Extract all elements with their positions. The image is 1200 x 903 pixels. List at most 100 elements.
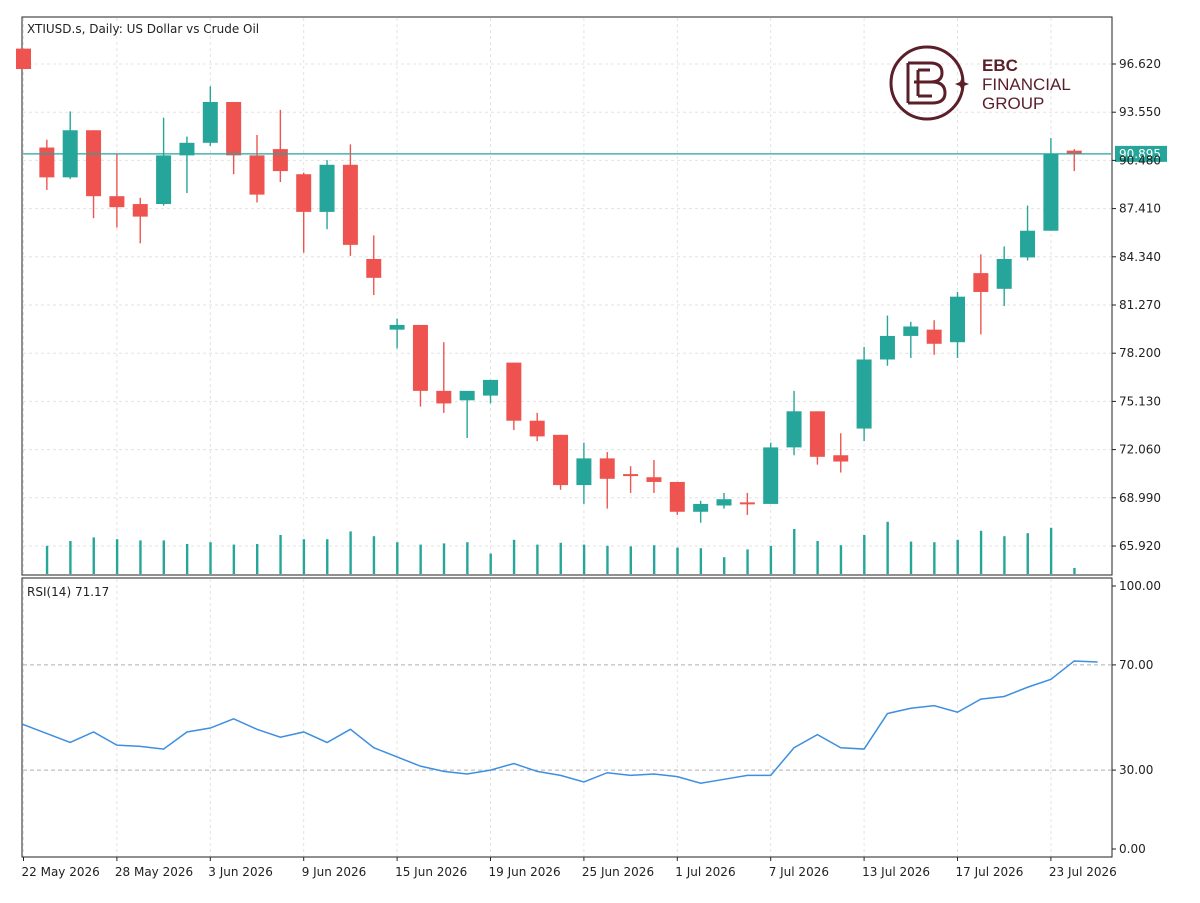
candle-body bbox=[833, 455, 849, 462]
volume-bar bbox=[185, 544, 189, 574]
volume-bar bbox=[396, 542, 399, 574]
volume-bar bbox=[699, 548, 703, 574]
logo-line-2: FINANCIAL bbox=[982, 75, 1071, 94]
candle-body bbox=[436, 390, 452, 404]
volume-bar bbox=[933, 542, 936, 574]
volume-bar bbox=[559, 542, 562, 574]
candle-body bbox=[389, 324, 405, 330]
current-price-tag bbox=[1115, 145, 1167, 162]
logo-monogram-icon bbox=[906, 61, 947, 105]
candle-body bbox=[716, 499, 732, 506]
volume-bar bbox=[419, 544, 422, 574]
candle-body bbox=[599, 458, 615, 479]
price-tick-label: 81.270 bbox=[1119, 298, 1161, 312]
chart-title: XTIUSD.s, Daily: US Dollar vs Crude Oil bbox=[27, 22, 259, 36]
volume-bar bbox=[466, 542, 469, 574]
candle-body bbox=[86, 130, 102, 197]
price-tick-label: 96.620 bbox=[1119, 57, 1161, 71]
candle-body bbox=[693, 503, 709, 512]
ebc-logo: EBC FINANCIAL GROUP bbox=[889, 45, 1071, 121]
date-tick-label: 7 Jul 2026 bbox=[769, 865, 829, 879]
candle-body bbox=[319, 164, 335, 212]
volume-bar bbox=[232, 544, 236, 574]
x-axis-labels: 22 May 2026 28 May 2026 3 Jun 2026 9 Jun 20… bbox=[22, 857, 1117, 879]
candle-body bbox=[296, 174, 312, 212]
candle-body bbox=[763, 447, 779, 504]
volume-bar bbox=[582, 544, 586, 574]
volume-bar bbox=[489, 553, 492, 574]
volume-bar bbox=[69, 541, 72, 574]
candle-body bbox=[459, 390, 475, 401]
volume-bar bbox=[816, 541, 819, 574]
rsi-series bbox=[21, 660, 1111, 785]
rsi-tick-label: 0.00 bbox=[1119, 842, 1146, 856]
price-tick-label: 78.200 bbox=[1119, 346, 1161, 360]
price-tick-label: 90.480 bbox=[1119, 153, 1161, 167]
volume-bar bbox=[723, 557, 726, 574]
volume-bar bbox=[793, 529, 796, 574]
volume-bar bbox=[979, 530, 983, 574]
price-tick-label: 75.130 bbox=[1119, 394, 1161, 408]
volume-bar bbox=[886, 521, 889, 574]
candle-body bbox=[249, 155, 265, 195]
logo-line-3: GROUP bbox=[982, 94, 1044, 113]
volume-bar bbox=[209, 542, 212, 574]
candle-body bbox=[156, 155, 172, 205]
volume-bar bbox=[162, 540, 165, 574]
volume-bar bbox=[139, 540, 142, 574]
candle-body bbox=[132, 204, 148, 217]
volume-bars bbox=[45, 521, 1076, 574]
volume-bar bbox=[279, 535, 282, 574]
volume-bar bbox=[676, 547, 679, 574]
volume-bar bbox=[1073, 568, 1076, 574]
candle-body bbox=[669, 481, 685, 512]
price-tick-label: 93.550 bbox=[1119, 105, 1161, 119]
candles bbox=[16, 48, 1082, 523]
volume-bar bbox=[606, 545, 609, 574]
volume-bar bbox=[1003, 536, 1006, 574]
candle-body bbox=[342, 164, 358, 245]
current-price-line: 90.895 bbox=[23, 145, 1167, 162]
volume-bar bbox=[863, 535, 866, 574]
date-tick-label: 23 Jul 2026 bbox=[1049, 865, 1117, 879]
rsi-title: RSI(14) 71.17 bbox=[27, 585, 109, 599]
candle-body bbox=[1020, 230, 1036, 258]
candle-body bbox=[786, 411, 802, 448]
volume-bar bbox=[536, 544, 539, 574]
rsi-tick-label: 100.00 bbox=[1119, 579, 1161, 593]
date-tick-label: 19 Jun 2026 bbox=[489, 865, 561, 879]
volume-bar bbox=[1049, 527, 1053, 574]
volume-bar bbox=[372, 536, 376, 574]
volume-bar bbox=[956, 539, 959, 574]
price-tick-label: 72.060 bbox=[1119, 443, 1161, 457]
date-tick-label: 15 Jun 2026 bbox=[395, 865, 467, 879]
candle-body bbox=[996, 258, 1012, 289]
volume-bar bbox=[839, 545, 843, 574]
date-tick-label: 25 Jun 2026 bbox=[582, 865, 654, 879]
date-tick-label: 9 Jun 2026 bbox=[302, 865, 367, 879]
candle-body bbox=[226, 101, 242, 156]
volume-bar bbox=[92, 537, 95, 574]
candle-body bbox=[1043, 153, 1059, 231]
candle-body bbox=[623, 474, 639, 477]
candle-body bbox=[202, 101, 218, 143]
candle-body bbox=[109, 196, 125, 208]
volume-bar bbox=[629, 546, 632, 574]
logo-star-icon bbox=[955, 77, 969, 91]
rsi-tick-label: 70.00 bbox=[1119, 658, 1153, 672]
price-tick-label: 84.340 bbox=[1119, 250, 1161, 264]
volume-bar bbox=[1026, 533, 1029, 574]
candle-body bbox=[1066, 150, 1082, 154]
date-tick-label: 1 Jul 2026 bbox=[675, 865, 735, 879]
volume-bar bbox=[302, 539, 306, 574]
candle-body bbox=[412, 324, 428, 391]
price-tick-label: 65.920 bbox=[1119, 539, 1161, 553]
date-tick-label: 22 May 2026 bbox=[22, 865, 100, 879]
candle-body bbox=[366, 258, 382, 278]
logo-line-1: EBC bbox=[982, 56, 1018, 75]
price-panel-frame bbox=[21, 16, 1113, 576]
date-tick-label: 28 May 2026 bbox=[115, 865, 193, 879]
date-tick-label: 13 Jul 2026 bbox=[862, 865, 930, 879]
candle-body bbox=[903, 326, 919, 336]
